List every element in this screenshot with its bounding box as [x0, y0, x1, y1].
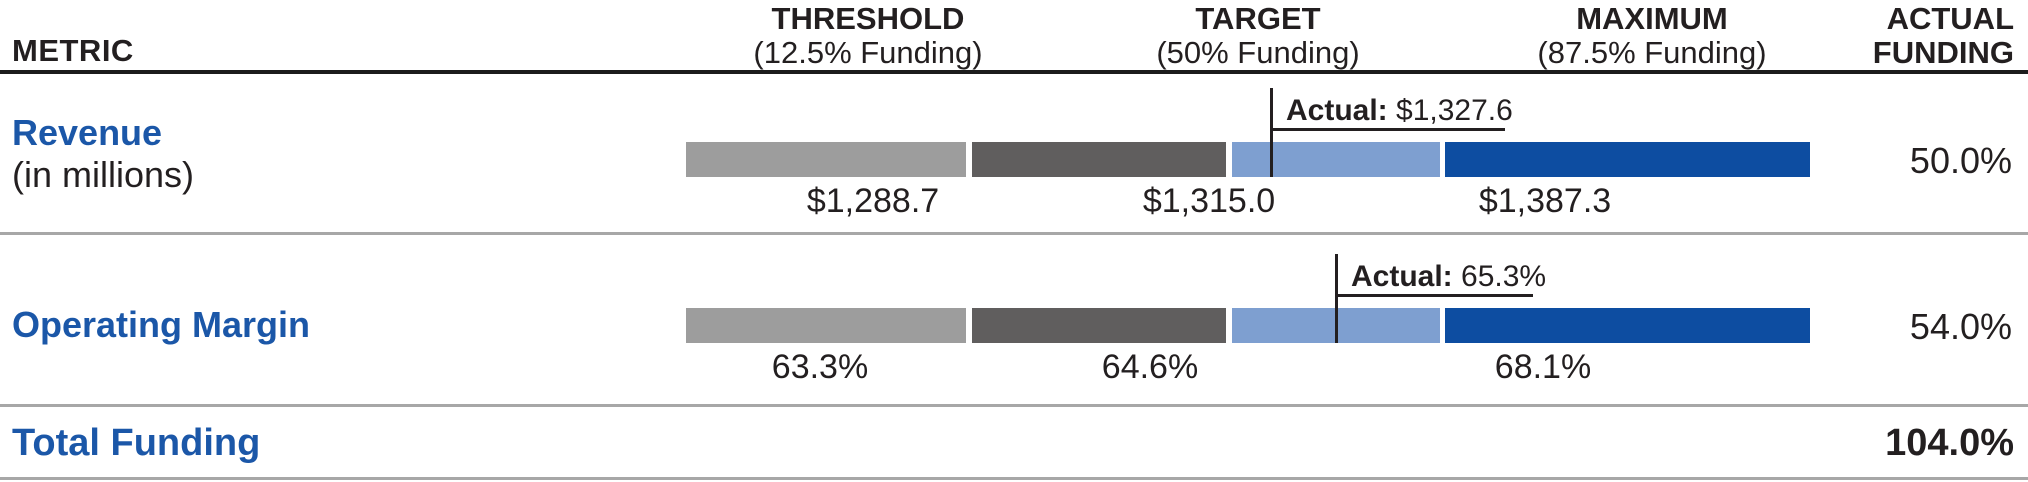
table-row-revenue: Revenue (in millions) Actual: $1,327.6 $… — [0, 76, 2028, 232]
table-row-total-funding: Total Funding 104.0% — [0, 405, 2028, 477]
metric-name-operating-margin: Operating Margin — [12, 304, 311, 345]
target-value-operating-margin: 64.6% — [1101, 348, 1199, 386]
column-header-metric: METRIC — [12, 33, 134, 68]
actual-funding-operating-margin: 54.0% — [1909, 306, 2012, 347]
actual-funding-revenue: 50.0% — [1909, 140, 2012, 181]
bottom-divider — [0, 477, 2028, 480]
bar-segment-threshold-to-target — [972, 142, 1226, 177]
bar-segment-above-maximum — [1445, 142, 1810, 177]
header-divider — [0, 70, 2028, 74]
actual-callout-operating-margin: Actual: 65.3% — [1351, 260, 1546, 294]
maximum-title: MAXIMUM — [1576, 1, 1728, 36]
actual-funding-title-line1: ACTUAL — [1886, 1, 2014, 36]
threshold-value-operating-margin: 63.3% — [771, 348, 869, 386]
actual-callout-underline-operating-margin — [1335, 294, 1533, 297]
bar-segment-above-maximum — [1445, 308, 1810, 343]
bar-segment-target-to-maximum — [1232, 142, 1440, 177]
bar-segment-threshold-to-target — [972, 308, 1226, 343]
column-header-target: TARGET (50% Funding) — [1058, 2, 1458, 70]
total-funding-label: Total Funding — [12, 422, 261, 464]
actual-callout-revenue: Actual: $1,327.6 — [1286, 94, 1513, 128]
row-divider — [0, 404, 2028, 407]
metric-name-revenue: Revenue — [12, 112, 163, 153]
actual-callout-value: 65.3% — [1461, 260, 1547, 293]
target-value-revenue: $1,315.0 — [1142, 182, 1276, 220]
total-funding-value: 104.0% — [1885, 422, 2014, 464]
actual-callout-underline-revenue — [1270, 128, 1505, 131]
actual-funding-title-line2: FUNDING — [1872, 35, 2014, 70]
actual-callout-label: Actual: — [1351, 260, 1453, 293]
column-header-actual-funding: ACTUAL FUNDING — [1714, 2, 2014, 70]
bar-segment-below-threshold — [686, 308, 966, 343]
threshold-subtitle: (12.5% Funding) — [753, 35, 983, 70]
bullet-bar-revenue — [686, 142, 1810, 177]
target-title: TARGET — [1195, 1, 1321, 36]
threshold-value-revenue: $1,288.7 — [806, 182, 940, 220]
column-header-maximum: MAXIMUM (87.5% Funding) — [1452, 2, 1852, 70]
metric-subtitle-revenue: (in millions) — [12, 154, 195, 195]
maximum-subtitle: (87.5% Funding) — [1537, 35, 1767, 70]
maximum-value-revenue: $1,387.3 — [1478, 182, 1612, 220]
table-row-operating-margin: Operating Margin Actual: 65.3% 63.3% 64.… — [0, 234, 2028, 404]
threshold-title: THRESHOLD — [771, 1, 965, 36]
row-divider — [0, 232, 2028, 235]
target-subtitle: (50% Funding) — [1156, 35, 1360, 70]
actual-marker-line-operating-margin — [1335, 254, 1338, 343]
column-header-threshold: THRESHOLD (12.5% Funding) — [668, 2, 1068, 70]
maximum-value-operating-margin: 68.1% — [1494, 348, 1592, 386]
actual-callout-label: Actual: — [1286, 94, 1388, 127]
actual-callout-value: $1,327.6 — [1396, 94, 1513, 127]
bullet-bar-operating-margin — [686, 308, 1810, 343]
bar-segment-below-threshold — [686, 142, 966, 177]
actual-marker-line-revenue — [1270, 88, 1273, 177]
